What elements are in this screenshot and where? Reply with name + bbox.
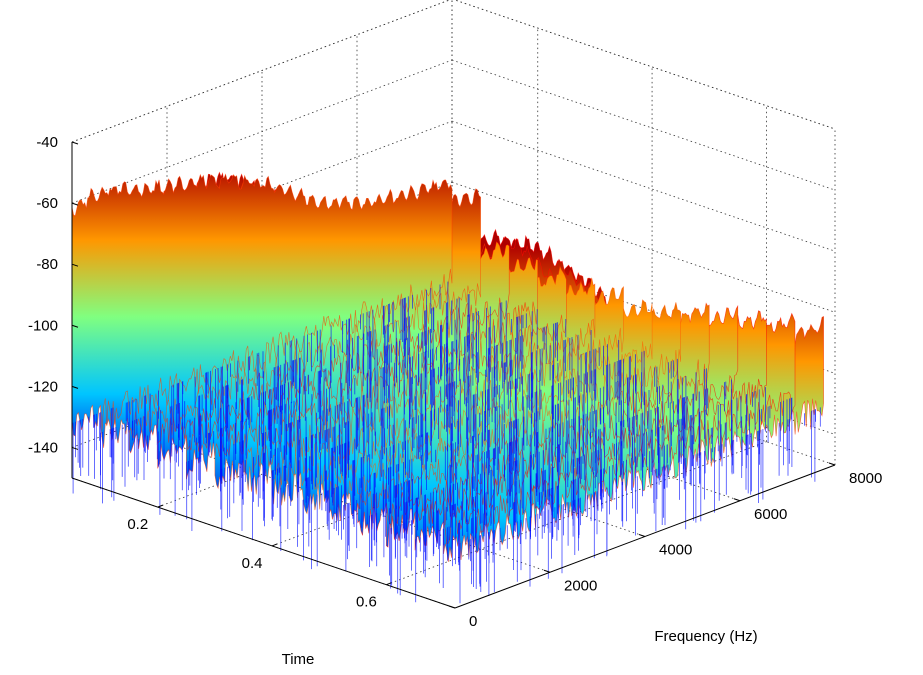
- z-tick-label: -40: [36, 134, 58, 151]
- y-tick: [828, 462, 836, 466]
- z-tick-label: -120: [28, 378, 58, 395]
- x-tick-label: 0.4: [242, 555, 263, 572]
- x-tick: [386, 582, 392, 586]
- z-tick-label: -80: [36, 256, 58, 273]
- noise-spikes: [100, 294, 470, 504]
- z-tick: [71, 202, 79, 206]
- y-tick: [638, 534, 646, 537]
- x-tick-label: 0.6: [356, 594, 377, 611]
- noise-spikes: [159, 309, 538, 516]
- noise-spikes: [221, 330, 592, 532]
- axis-ticks: -40 -60 -80 -100 -120 -140 0.2 0.4 0.6 0 2000 4000 6…: [28, 134, 882, 630]
- y-tick-label: 2000: [564, 577, 597, 594]
- grid-line: [453, 0, 836, 130]
- z-tick-label: -100: [28, 317, 58, 334]
- y-tick-label: 4000: [659, 542, 692, 559]
- grid-line: [451, 120, 836, 252]
- z-tick: [71, 385, 79, 389]
- x-axis-label: Time: [282, 651, 315, 668]
- z-tick: [71, 141, 79, 145]
- z-tick: [71, 263, 79, 267]
- y-axis-label: Frequency (Hz): [654, 628, 757, 645]
- y-tick: [543, 569, 551, 573]
- surface-plot: [71, 171, 824, 604]
- x-tick-label: 0.2: [127, 516, 148, 533]
- grid-line: [71, 0, 451, 143]
- x-axis-line: [71, 477, 456, 609]
- grid-line: [451, 59, 836, 191]
- z-tick: [71, 324, 79, 328]
- noise-spikes: [302, 358, 678, 570]
- y-tick: [733, 498, 741, 502]
- x-tick: [271, 543, 278, 547]
- y-tick-label: 6000: [754, 506, 787, 523]
- y-tick: [448, 605, 456, 609]
- noise-spikes: [336, 368, 707, 571]
- x-tick: [157, 504, 163, 508]
- z-tick-label: -60: [36, 195, 58, 212]
- z-tick: [71, 446, 79, 450]
- y-tick-label: 0: [469, 613, 477, 630]
- z-tick-label: -140: [28, 439, 58, 456]
- spectrum-slice: [71, 173, 453, 437]
- noise-spikes: [72, 281, 449, 494]
- grid-line: [453, 0, 836, 130]
- y-tick-label: 8000: [849, 470, 882, 487]
- grid-line: [71, 0, 451, 143]
